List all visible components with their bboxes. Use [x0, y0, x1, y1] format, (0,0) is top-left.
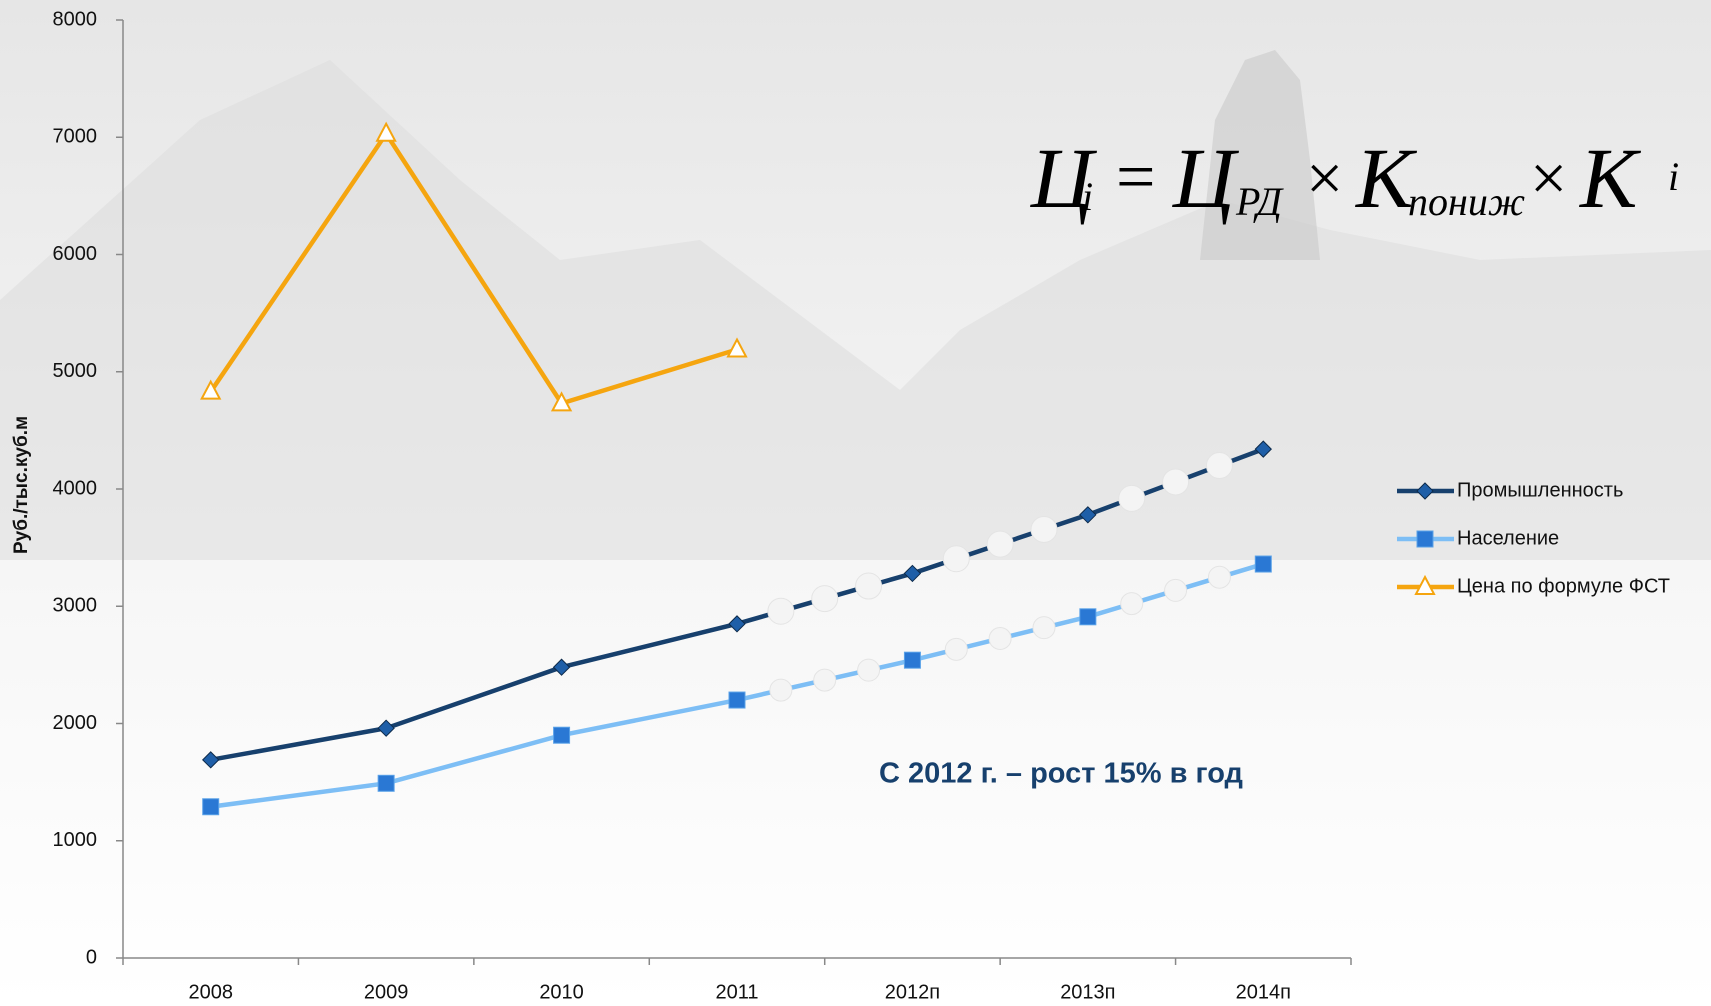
formula-part: пониж — [1408, 179, 1525, 224]
forecast-dot — [1031, 516, 1057, 542]
y-tick-label: 7000 — [53, 126, 98, 148]
forecast-dot — [768, 598, 794, 624]
x-tick-label: 2010 — [539, 981, 584, 1003]
forecast-dot — [945, 638, 967, 660]
forecast-dot — [1119, 485, 1145, 511]
forecast-dot — [1163, 469, 1189, 495]
formula-part: i — [1668, 154, 1679, 199]
forecast-dot — [856, 573, 882, 599]
legend-label: Промышленность — [1457, 479, 1623, 501]
marker — [378, 775, 394, 791]
y-tick-label: 5000 — [53, 360, 98, 382]
y-tick-label: 6000 — [53, 243, 98, 265]
legend-label: Цена по формуле ФСТ — [1457, 575, 1670, 597]
forecast-dot — [987, 531, 1013, 557]
forecast-dot — [1165, 579, 1187, 601]
x-tick-label: 2008 — [188, 981, 233, 1003]
forecast-dot — [1033, 617, 1055, 639]
x-tick-label: 2013п — [1060, 981, 1115, 1003]
marker — [904, 652, 920, 668]
forecast-dot — [989, 627, 1011, 649]
legend-label: Население — [1457, 527, 1559, 549]
forecast-dot — [858, 659, 880, 681]
formula-part: РД — [1235, 179, 1284, 224]
chart: Руб./тыс.куб.м С 2012 г. – рост 15% в го… — [0, 0, 1711, 1006]
formula-part: × — [1530, 142, 1567, 215]
y-tick-label: 1000 — [53, 829, 98, 851]
formula-part: × — [1306, 142, 1343, 215]
forecast-dot — [943, 546, 969, 572]
formula-part: i — [1082, 174, 1093, 219]
y-axis-label: Руб./тыс.куб.м — [11, 416, 32, 554]
y-tick-label: 0 — [86, 946, 97, 968]
marker — [1255, 556, 1271, 572]
y-tick-label: 8000 — [53, 8, 98, 30]
forecast-dot — [812, 586, 838, 612]
x-tick-label: 2014п — [1236, 981, 1291, 1003]
x-tick-label: 2011 — [715, 981, 758, 1003]
marker — [729, 692, 745, 708]
forecast-dot — [814, 669, 836, 691]
formula-part: K — [1578, 130, 1642, 226]
y-tick-label: 4000 — [53, 477, 98, 499]
y-tick-label: 3000 — [53, 595, 98, 617]
marker — [1080, 609, 1096, 625]
forecast-dot — [1121, 593, 1143, 615]
forecast-dot — [1208, 566, 1230, 588]
marker — [203, 799, 219, 815]
formula-part: = — [1116, 139, 1155, 216]
page: Руб./тыс.куб.м С 2012 г. – рост 15% в го… — [0, 0, 1711, 1006]
marker — [554, 727, 570, 743]
formula-part: Ц — [1172, 130, 1240, 226]
y-tick-label: 2000 — [53, 712, 98, 734]
x-tick-label: 2012п — [885, 981, 940, 1003]
forecast-dot — [1206, 453, 1232, 479]
forecast-dot — [770, 679, 792, 701]
x-tick-label: 2009 — [364, 981, 409, 1003]
legend-marker — [1417, 531, 1433, 547]
annotation: С 2012 г. – рост 15% в год — [879, 758, 1243, 790]
